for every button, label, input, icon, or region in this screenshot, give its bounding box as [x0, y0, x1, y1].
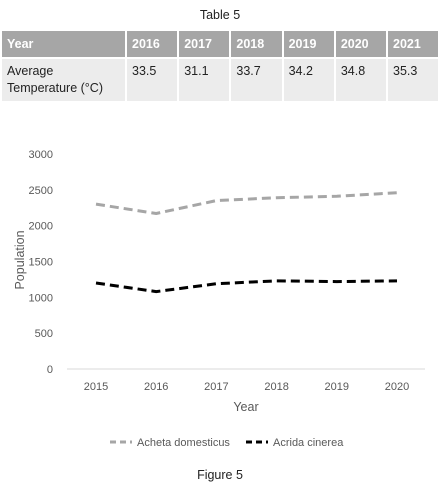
- header-cell-year: 2020: [334, 31, 389, 58]
- temperature-cell: 31.1: [178, 57, 232, 101]
- row-label-average-temperature: Average Temperature (°C): [2, 57, 127, 101]
- y-axis-ticks: 0 500 1000 1500 2000 2500 3000: [29, 149, 53, 376]
- series-lines: [95, 191, 398, 294]
- y-tick-label: 2500: [29, 185, 53, 197]
- header-cell-year: 2017: [178, 31, 232, 58]
- y-tick-label: 1500: [29, 257, 53, 269]
- temperature-cell: 35.3: [387, 57, 438, 101]
- header-cell-year: 2021: [387, 31, 438, 58]
- temperature-cell: 34.8: [334, 57, 389, 101]
- y-tick-label: 500: [35, 328, 53, 340]
- x-tick-label: 2019: [325, 381, 349, 393]
- header-cell-year-label: Year: [2, 31, 127, 58]
- temperature-cell: 34.2: [282, 57, 336, 101]
- y-tick-label: 2000: [29, 221, 53, 233]
- x-tick-label: 2015: [84, 381, 108, 393]
- table-title: Table 5: [199, 8, 241, 22]
- temperature-cell: 33.5: [126, 57, 180, 101]
- x-tick-label: 2016: [144, 381, 168, 393]
- y-tick-label: 1000: [29, 292, 53, 304]
- x-tick-label: 2018: [264, 381, 288, 393]
- x-axis-ticks: 2015 2016 2017 2018 2019 2020: [84, 381, 409, 393]
- y-axis-title: Population: [13, 230, 27, 289]
- table-header-row: Year 2016 2017 2018 2019 2020 2021: [2, 31, 438, 58]
- legend-label-acrida-cinerea: Acrida cinerea: [273, 437, 344, 449]
- x-tick-label: 2020: [385, 381, 409, 393]
- series-line-acrida-cinerea: [95, 279, 398, 294]
- x-axis-title: Year: [233, 400, 258, 414]
- legend-label-acheta-domesticus: Acheta domesticus: [137, 437, 230, 449]
- table-row: Average Temperature (°C) 33.5 31.1 33.7 …: [2, 57, 438, 101]
- chart-legend: Acheta domesticus Acrida cinerea: [110, 437, 344, 449]
- temperature-cell: 33.7: [230, 57, 284, 101]
- x-tick-label: 2017: [204, 381, 228, 393]
- series-line-acheta-domesticus: [95, 191, 398, 215]
- header-cell-year: 2019: [282, 31, 336, 58]
- temperature-table: Year 2016 2017 2018 2019 2020 2021 Avera…: [2, 31, 438, 101]
- header-cell-year: 2016: [126, 31, 180, 58]
- y-tick-label: 3000: [29, 149, 53, 161]
- y-tick-label: 0: [47, 364, 53, 376]
- figure-caption: Figure 5: [197, 468, 243, 482]
- header-cell-year: 2018: [230, 31, 284, 58]
